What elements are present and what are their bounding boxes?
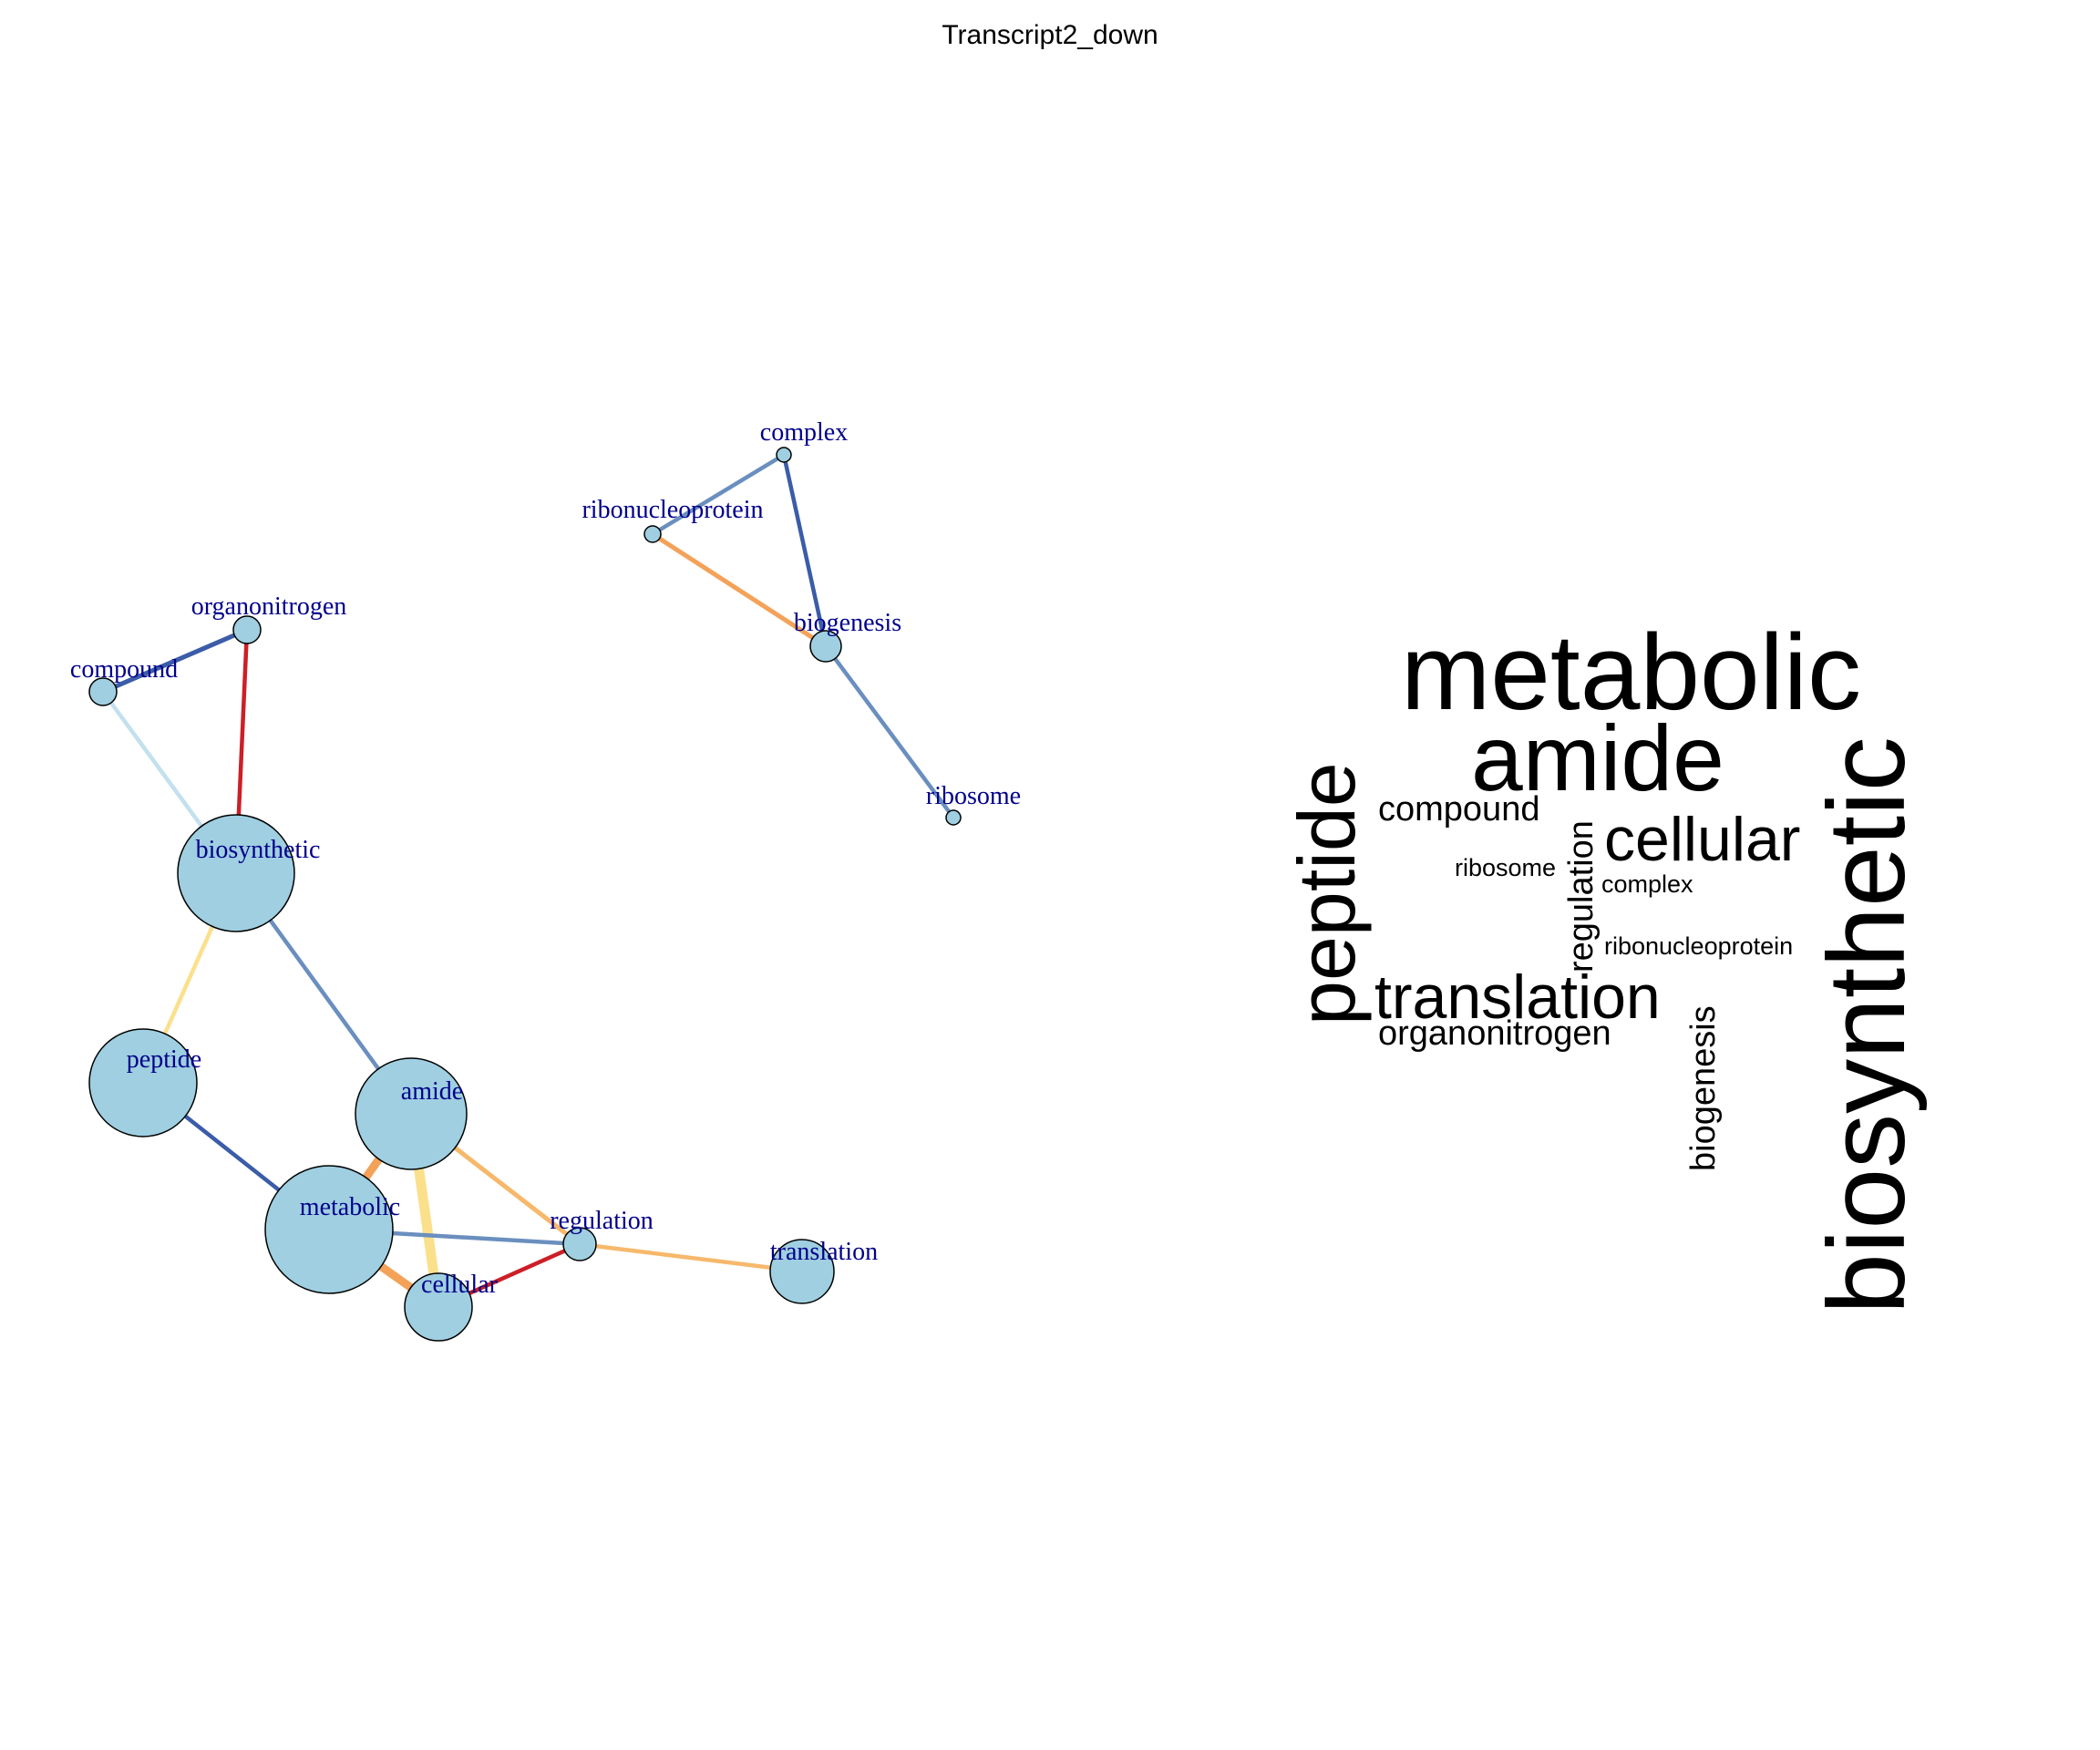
cloud-word-cellular: cellular	[1604, 805, 1800, 874]
cloud-word-amide: amide	[1471, 706, 1724, 810]
cloud-word-metabolic: metabolic	[1401, 612, 1861, 733]
node-amide	[355, 1057, 468, 1170]
node-peptide	[88, 1028, 198, 1138]
cloud-word-complex: complex	[1601, 870, 1693, 898]
cloud-word-compound: compound	[1378, 790, 1539, 829]
edge-complex-biogenesis	[781, 454, 829, 647]
node-label-peptide: peptide	[127, 1045, 201, 1074]
node-cellular	[404, 1272, 473, 1342]
network-labels: complex ribonucleoprotein biogenesis riboso…	[70, 418, 1021, 1299]
cloud-word-biosynthetic: biosynthetic	[1806, 736, 1928, 1314]
network-nodes	[88, 447, 962, 1342]
figure-title: Transcript2_down	[942, 20, 1158, 50]
cloud-word-peptide: peptide	[1282, 762, 1372, 1025]
node-biogenesis	[809, 630, 842, 663]
cloud-word-regulation: regulation	[1562, 820, 1601, 973]
node-label-cellular: cellular	[421, 1271, 499, 1299]
node-label-biogenesis: biogenesis	[794, 609, 901, 637]
cloud-word-ribonucleoprotein: ribonucleoprotein	[1604, 932, 1793, 960]
node-label-metabolic: metabolic	[300, 1193, 400, 1221]
node-label-compound: compound	[70, 655, 178, 684]
node-ribosome	[945, 809, 962, 826]
node-complex	[776, 447, 792, 463]
node-label-ribonucleoprotein: ribonucleoprotein	[582, 496, 763, 524]
node-regulation	[562, 1227, 597, 1261]
cloud-word-organonitrogen: organonitrogen	[1378, 1014, 1611, 1053]
node-ribonucleoprotein	[643, 525, 662, 543]
node-compound	[88, 677, 118, 706]
edge-complex-ribonucleoprotein	[651, 453, 786, 536]
edge-biogenesis-ribosome	[824, 644, 955, 819]
node-label-regulation: regulation	[550, 1207, 654, 1235]
node-label-biosynthetic: biosynthetic	[196, 836, 321, 864]
node-organonitrogen	[232, 615, 262, 644]
node-label-amide: amide	[401, 1077, 463, 1106]
node-label-complex: complex	[760, 418, 848, 447]
edge-organonitrogen-compound	[102, 627, 248, 695]
cloud-word-biogenesis: biogenesis	[1684, 1005, 1723, 1171]
node-translation	[769, 1239, 835, 1304]
node-metabolic	[264, 1165, 394, 1294]
node-biosynthetic	[177, 814, 295, 932]
node-label-organonitrogen: organonitrogen	[191, 592, 347, 621]
edge-regulation-translation	[579, 1241, 803, 1274]
cloud-word-ribosome: ribosome	[1455, 854, 1556, 881]
node-label-ribosome: ribosome	[926, 782, 1021, 810]
node-label-translation: translation	[770, 1238, 878, 1266]
edge-ribonucleoprotein-biogenesis	[651, 531, 828, 649]
cloud-word-translation: translation	[1374, 962, 1661, 1032]
